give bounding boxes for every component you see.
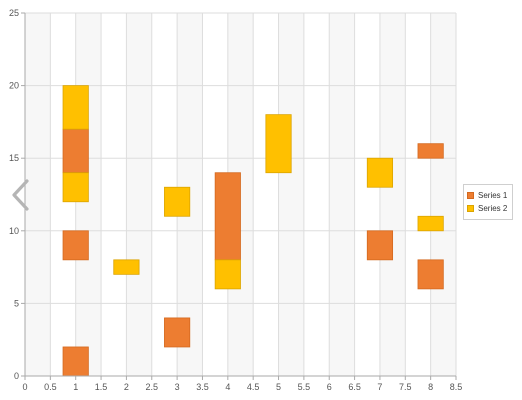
x-tick-label: 1.5 — [95, 382, 108, 392]
bar-series-1 — [214, 172, 241, 261]
y-tick-label: 15 — [9, 153, 19, 163]
bar-series-1 — [164, 317, 191, 348]
y-tick-label: 5 — [14, 298, 19, 308]
bar-series-2 — [62, 172, 89, 203]
chevron-left-icon[interactable] — [8, 178, 34, 212]
x-tick-label: 0.5 — [44, 382, 57, 392]
bar-series-2 — [62, 85, 89, 130]
legend-swatch-series-2 — [467, 205, 474, 212]
x-tick-label: 5.5 — [298, 382, 311, 392]
bar-series-2 — [366, 157, 394, 188]
x-tick-label: 3 — [175, 382, 180, 392]
x-tick-label: 2 — [124, 382, 129, 392]
axes — [21, 12, 457, 380]
x-tick-label: 1 — [73, 382, 78, 392]
bar-series-2 — [164, 186, 191, 217]
legend-label-series-2: Series 2 — [478, 204, 508, 213]
x-tick-label: 4.5 — [247, 382, 260, 392]
x-tick-label: 6.5 — [348, 382, 361, 392]
plot-band — [329, 13, 355, 376]
plot-band — [430, 13, 456, 376]
bar-series-2 — [265, 114, 292, 174]
x-tick-label: 8.5 — [450, 382, 463, 392]
x-tick-label: 2.5 — [146, 382, 159, 392]
x-tick-label: 3.5 — [196, 382, 209, 392]
legend-item-series-2[interactable]: Series 2 — [467, 202, 509, 215]
y-tick-label: 20 — [9, 81, 19, 91]
bar-series-1 — [62, 128, 89, 174]
bar-series-2 — [113, 259, 140, 275]
plot-band — [379, 13, 406, 376]
y-tick-label: 10 — [9, 226, 19, 236]
legend: Series 1 Series 2 — [463, 184, 513, 220]
legend-item-series-1[interactable]: Series 1 — [467, 189, 509, 202]
plot-band — [278, 13, 304, 376]
bar-series-1 — [417, 143, 444, 159]
bar-series-1 — [417, 259, 444, 290]
x-tick-label: 7 — [377, 382, 382, 392]
bar-series-2 — [214, 259, 241, 290]
legend-label-series-1: Series 1 — [478, 191, 508, 200]
y-tick-label: 25 — [9, 8, 19, 18]
x-tick-label: 4 — [225, 382, 230, 392]
plot-band — [25, 13, 51, 376]
legend-swatch-series-1 — [467, 192, 474, 199]
x-tick-label: 7.5 — [399, 382, 412, 392]
bar-series-1 — [366, 230, 394, 261]
bar-series-1 — [62, 230, 89, 261]
bar-series-1 — [62, 346, 89, 377]
bars — [62, 85, 444, 377]
bar-series-2 — [417, 215, 444, 232]
x-tick-label: 5 — [276, 382, 281, 392]
tick-labels: 0 0.5 1 1.5 2 2.5 3 3.5 4 4.5 5 5.5 6 6.5 7 7.5 8 8.5 0 5 10… — [9, 8, 462, 392]
x-tick-label: 6 — [327, 382, 332, 392]
y-tick-label: 0 — [14, 371, 19, 381]
grid-lines — [24, 12, 457, 377]
x-tick-label: 8 — [428, 382, 433, 392]
x-tick-label: 0 — [22, 382, 27, 392]
plot-band — [126, 13, 152, 376]
